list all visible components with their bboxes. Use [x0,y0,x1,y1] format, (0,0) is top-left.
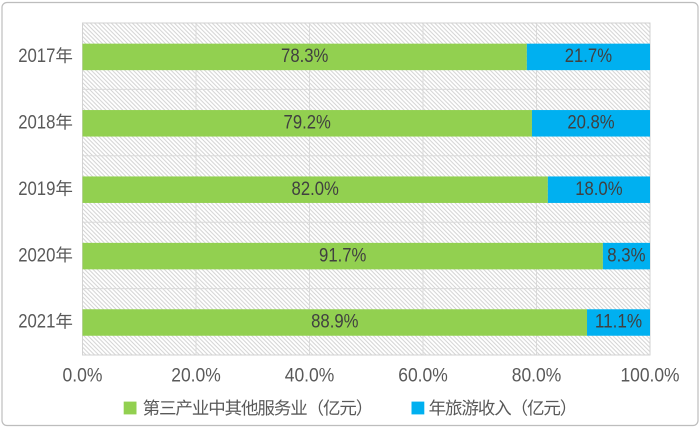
svg-text:2018: 2018 [18,113,55,134]
svg-text:91.7%: 91.7% [319,244,366,266]
svg-text:20.0%: 20.0% [171,366,221,387]
svg-text:60.0%: 60.0% [398,366,448,387]
svg-text:0.0%: 0.0% [63,366,103,387]
svg-text:88.9%: 88.9% [311,311,358,333]
svg-text:11.1%: 11.1% [595,311,642,333]
svg-text:8.3%: 8.3% [607,244,645,266]
svg-text:100.0%: 100.0% [620,366,679,387]
svg-text:2020: 2020 [18,245,55,266]
svg-text:2021: 2021 [18,312,55,333]
svg-text:21.7%: 21.7% [565,45,612,67]
svg-text:79.2%: 79.2% [284,112,331,134]
svg-text:80.0%: 80.0% [512,366,562,387]
svg-text:20.8%: 20.8% [567,112,614,134]
svg-text:78.3%: 78.3% [281,45,328,67]
svg-text:2017: 2017 [18,46,55,67]
svg-text:82.0%: 82.0% [292,178,339,200]
svg-text:18.0%: 18.0% [575,178,622,200]
svg-text:40.0%: 40.0% [285,366,335,387]
svg-text:2019: 2019 [18,179,55,200]
